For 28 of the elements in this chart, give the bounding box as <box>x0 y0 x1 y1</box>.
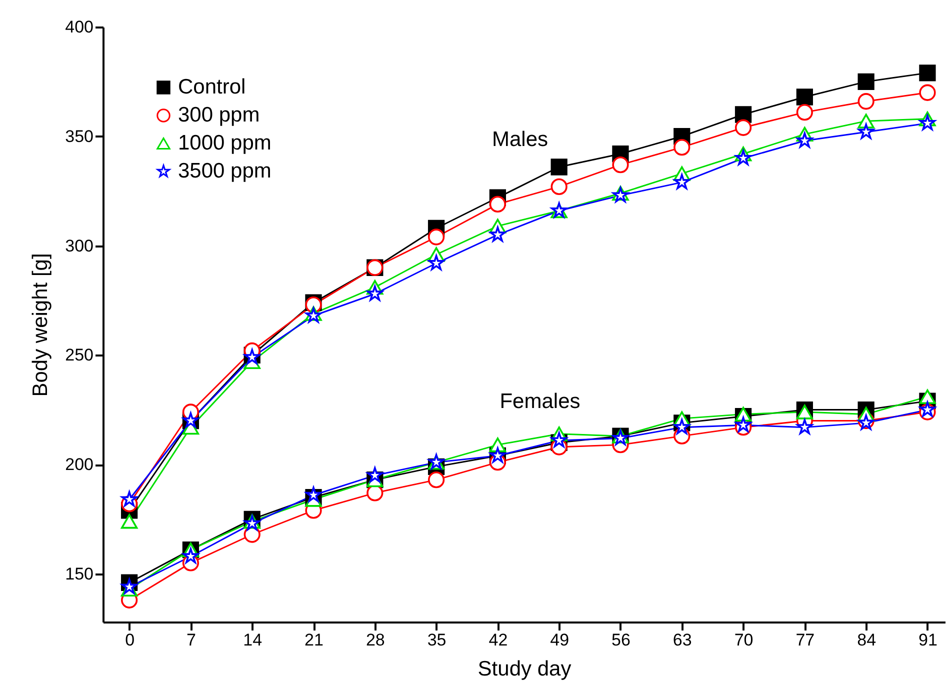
x-tick-label: 77 <box>796 630 815 650</box>
x-tick-label: 28 <box>366 630 385 650</box>
x-tick-label: 21 <box>304 630 324 650</box>
x-tick-label: 49 <box>550 630 570 650</box>
x-tick-label: 7 <box>186 630 196 650</box>
x-axis-title: Study day <box>478 658 572 680</box>
legend-label: 300 ppm <box>178 104 260 126</box>
annotation: Males <box>492 128 548 151</box>
y-tick-label: 300 <box>65 236 94 256</box>
x-tick-label: 42 <box>488 630 508 650</box>
legend-label: 3500 ppm <box>178 160 272 182</box>
y-tick-label: 400 <box>65 18 94 36</box>
y-tick-label: 250 <box>65 346 94 365</box>
y-tick-label: 150 <box>65 564 94 584</box>
x-tick-label: 14 <box>243 630 262 650</box>
x-tick-label: 35 <box>427 630 446 650</box>
legend-label: Control <box>178 76 246 98</box>
x-tick-label: 56 <box>612 630 630 650</box>
x-tick-label: 84 <box>857 630 876 650</box>
legend-label: 1000 ppm <box>178 132 272 154</box>
x-tick-label: 91 <box>918 630 938 650</box>
annotation: Females <box>500 390 580 413</box>
x-tick-label: 63 <box>672 630 692 650</box>
x-tick-label: 0 <box>125 630 135 650</box>
x-tick-label: 70 <box>734 630 754 650</box>
y-tick-label: 200 <box>65 455 94 474</box>
y-tick-label: 350 <box>65 126 94 146</box>
y-axis-title: Body weight [g] <box>29 253 52 397</box>
